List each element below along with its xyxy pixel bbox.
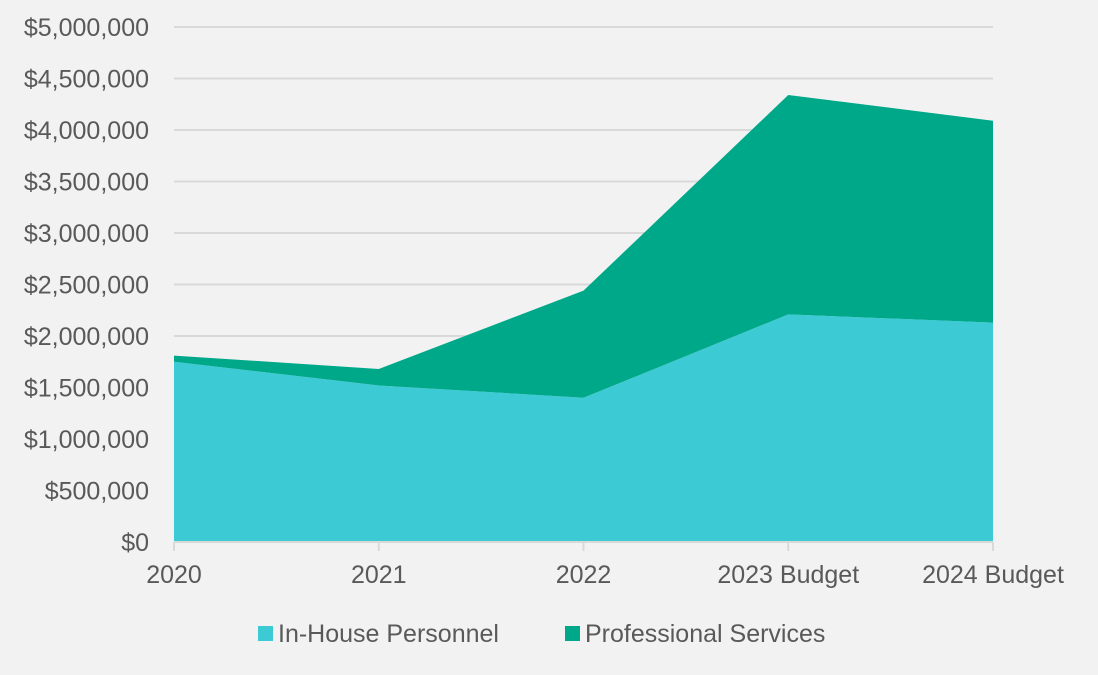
area-professional-services bbox=[174, 94, 993, 398]
y-tick-label: $0 bbox=[121, 529, 149, 557]
y-tick-label: $2,000,000 bbox=[24, 323, 149, 351]
y-axis: $0 $500,000 $1,000,000 $1,500,000 $2,000,000… bbox=[24, 14, 149, 557]
area-in-house-personnel bbox=[174, 314, 993, 542]
x-tick-label: 2024 Budget bbox=[922, 561, 1064, 589]
y-tick-label: $3,500,000 bbox=[24, 169, 149, 197]
area-series bbox=[174, 94, 993, 542]
legend-label: Professional Services bbox=[585, 620, 825, 648]
y-tick-label: $2,500,000 bbox=[24, 272, 149, 300]
legend-swatch bbox=[565, 626, 580, 641]
y-tick-label: $4,000,000 bbox=[24, 117, 149, 145]
y-tick-label: $4,500,000 bbox=[24, 66, 149, 94]
y-tick-label: $3,000,000 bbox=[24, 220, 149, 248]
x-tick-label: 2021 bbox=[351, 561, 407, 589]
x-tick-label: 2023 Budget bbox=[717, 561, 859, 589]
legend: In-House Personnel Professional Services bbox=[258, 620, 825, 648]
y-tick-label: $1,000,000 bbox=[24, 426, 149, 454]
y-tick-label: $1,500,000 bbox=[24, 375, 149, 403]
x-tick-label: 2020 bbox=[146, 561, 202, 589]
x-tick-label: 2022 bbox=[556, 561, 612, 589]
legend-label: In-House Personnel bbox=[278, 620, 499, 648]
legend-swatch bbox=[258, 626, 273, 641]
x-axis: 2020 2021 2022 2023 Budget 2024 Budget bbox=[146, 541, 1064, 589]
y-tick-label: $5,000,000 bbox=[24, 14, 149, 42]
y-tick-label: $500,000 bbox=[45, 478, 149, 506]
